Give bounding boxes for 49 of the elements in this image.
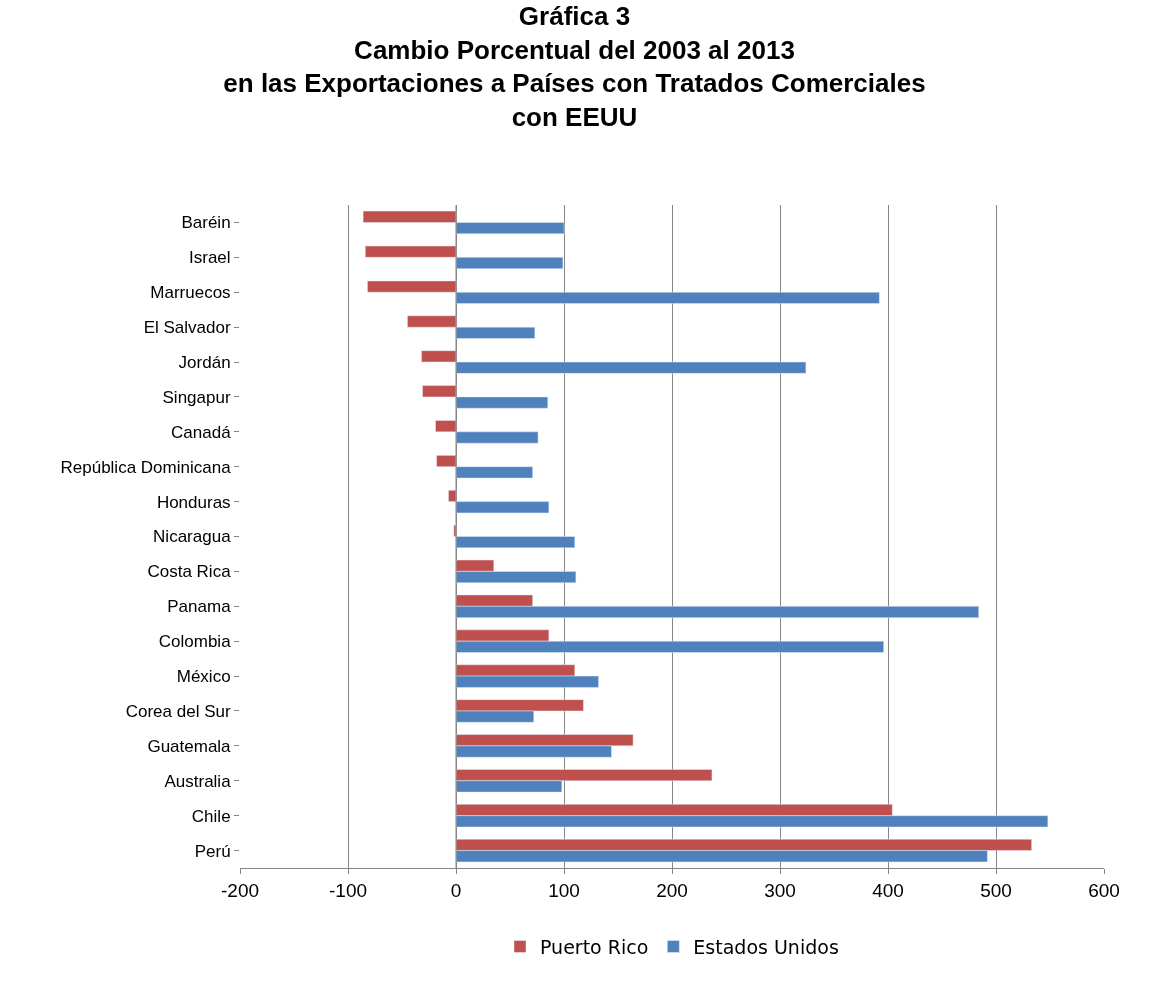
y-tick-label: Marruecos [150,283,231,303]
bar [436,455,457,467]
x-tick-label: -100 [328,879,368,901]
y-tick-label: México [176,667,231,687]
bar [435,420,457,433]
x-tick-label: 600 [1088,879,1120,901]
y-tick-label: Baréin [181,213,231,233]
chart-title: Gráfica 3 Cambio Porcentual del 2003 al 2013 en las Exportaciones a Países con Tratados Comerciales con EEUU [223,0,926,133]
y-tick-label: Nicaragua [153,527,232,547]
y-tick-label: Guatemala [147,736,232,756]
y-tick-label: Colombia [158,632,232,652]
y-tick-label: Perú [194,841,231,861]
x-tick-label: 0 [450,879,462,901]
bar [365,245,457,258]
bar [455,222,565,235]
bar [407,315,457,328]
bar [455,326,536,339]
y-tick-label: Panama [167,597,232,617]
bar [455,396,549,409]
bar [455,361,807,374]
y-tick-label: República Dominicana [60,457,232,477]
x-tick-label: 100 [548,879,580,901]
legend-label: Estados Unidos [693,935,839,958]
x-tick-label: 500 [980,879,1012,901]
bar [455,536,576,549]
x-tick-label: 300 [764,879,796,901]
y-tick-label: Australia [164,771,232,791]
y-tick-label: Singapur [162,387,231,407]
y-tick-label: Honduras [156,492,231,512]
bar [422,385,457,398]
bar [455,291,880,304]
bar [367,280,457,293]
bar [455,466,533,479]
y-tick-label: Jordán [178,352,231,372]
y-tick-label: Corea del Sur [125,701,231,721]
x-tick-label: 400 [872,879,904,901]
y-tick-label: Chile [191,806,231,826]
y-tick-label: Israel [189,248,231,268]
legend-label: Puerto Rico [540,935,649,958]
bar [455,431,539,444]
bar [455,501,550,514]
y-tick-label: Canadá [171,422,232,442]
x-tick-label: 200 [656,879,688,901]
bar [455,257,564,269]
bar [362,210,457,223]
y-tick-label: Costa Rica [147,562,232,582]
x-tick-label: -200 [220,879,260,901]
y-tick-label: El Salvador [143,318,231,338]
bar [421,350,457,363]
